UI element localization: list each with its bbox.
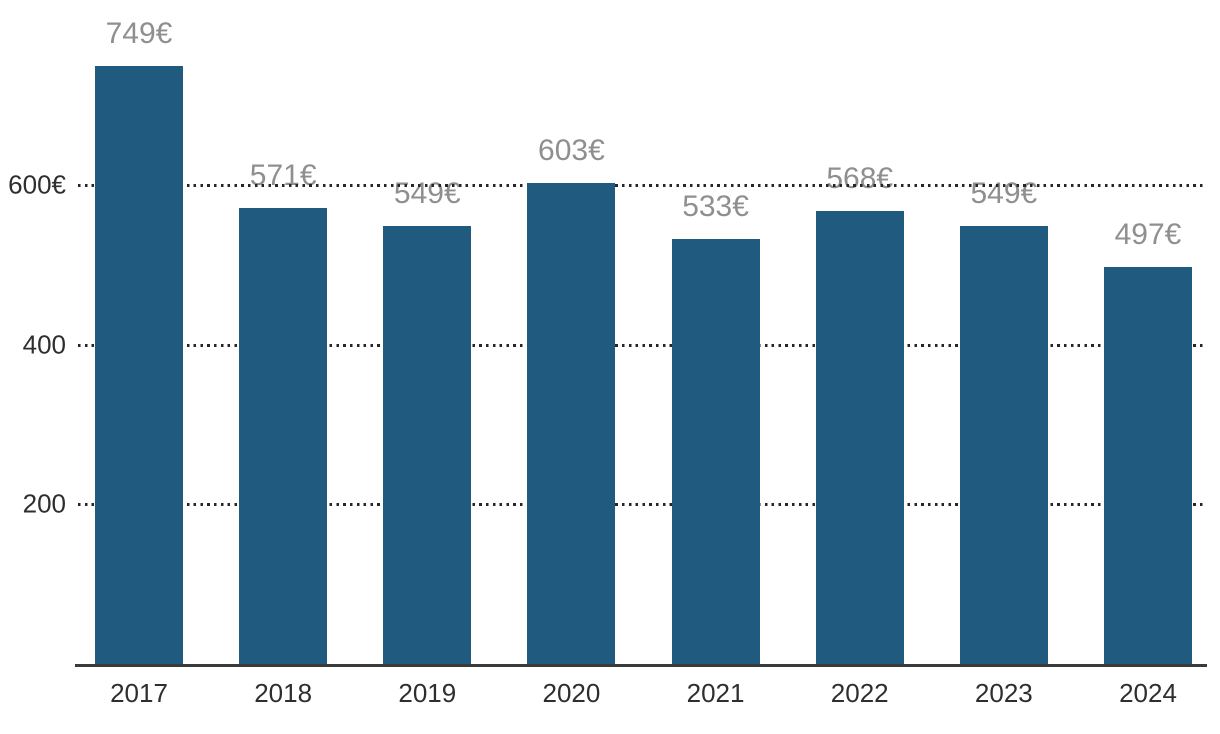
y-tick-label-200: 200 [22, 488, 66, 519]
x-tick-label-2018: 2018 [254, 678, 313, 708]
bar-2018 [239, 208, 328, 664]
x-tick-label-2019: 2019 [398, 678, 457, 708]
bar-value-label-2023: 549€ [970, 176, 1038, 210]
bar-value-label-2024: 497€ [1114, 218, 1182, 252]
x-axis-line [75, 664, 1207, 667]
x-tick-label-2023: 2023 [974, 678, 1033, 708]
y-tick-label-600: 600€ [8, 169, 66, 200]
gridline-600 [78, 184, 1205, 188]
bar-value-label-2017: 749€ [105, 17, 173, 51]
bar-value-label-2021: 533€ [682, 189, 749, 223]
bar-2024 [1104, 267, 1192, 664]
bar-value-label-2019: 549€ [393, 176, 461, 210]
bar-value-label-2020: 603€ [538, 133, 605, 167]
x-tick-label-2024: 2024 [1119, 678, 1177, 708]
x-tick-label-2021: 2021 [686, 678, 745, 708]
x-tick-label-2017: 2017 [110, 678, 168, 708]
x-tick-label-2020: 2020 [542, 678, 601, 708]
y-tick-label-400: 400 [22, 329, 66, 360]
bar-2021 [671, 238, 760, 664]
bar-2017 [95, 66, 183, 664]
gridline-200 [78, 503, 1205, 507]
bar-2020 [527, 182, 616, 664]
bar-2022 [815, 210, 904, 664]
bar-2019 [383, 225, 472, 664]
gridline-400 [78, 343, 1205, 347]
x-tick-label-2022: 2022 [830, 678, 889, 708]
bar-value-label-2022: 568€ [826, 161, 894, 195]
bar-2023 [959, 225, 1048, 664]
